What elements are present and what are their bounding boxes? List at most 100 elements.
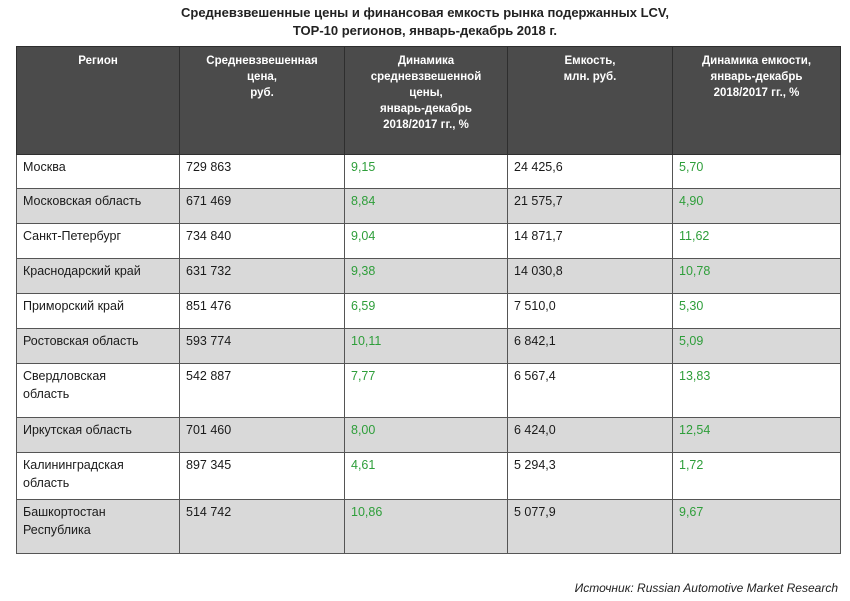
table-row: Свердловская область 542 887 7,77 6 567,4 13,… (16, 363, 841, 418)
header-line: Регион (78, 55, 118, 67)
cell-text: 9,67 (679, 505, 704, 519)
cell-capacity: 6 424,0 (507, 417, 673, 453)
cell-text: 14 871,7 (514, 229, 563, 243)
cell-text: Свердловская (23, 369, 107, 383)
header-line: средневзвешенной (370, 71, 482, 83)
cell-price-dynamics: 4,61 (344, 452, 508, 500)
cell-text: 10,11 (351, 334, 382, 348)
cell-text: Республика (23, 523, 91, 537)
cell-text: 8,84 (351, 194, 376, 208)
cell-text: 5,30 (679, 299, 704, 313)
data-table: Регион Средневзвешенная цена, руб. Динамика с… (16, 46, 841, 554)
table-row: Башкортостан Республика 514 742 10,86 5 077,… (16, 499, 841, 554)
cell-text: 671 469 (186, 194, 232, 208)
cell-text: 10,86 (351, 505, 383, 519)
cell-text: 7,77 (351, 369, 376, 383)
table-body: Москва 729 863 9,15 24 425,6 5,70 Московская … (16, 154, 841, 554)
cell-text: 729 863 (186, 160, 232, 174)
cell-price: 542 887 (179, 363, 345, 418)
cell-text: 9,38 (351, 264, 376, 278)
cell-text: область (23, 476, 70, 490)
cell-text: 24 425,6 (514, 160, 563, 174)
cell-text: 12,54 (679, 423, 711, 437)
cell-capacity: 21 575,7 (507, 188, 673, 224)
cell-text: 897 345 (186, 458, 232, 472)
cell-text: 734 840 (186, 229, 232, 243)
chart-title-line-1: Средневзвешенные цены и финансовая емкос… (181, 5, 669, 20)
header-region: Регион (16, 46, 180, 155)
cell-capacity-dynamics: 5,30 (672, 293, 841, 329)
table-header-row: Регион Средневзвешенная цена, руб. Динамика с… (16, 46, 841, 155)
cell-price: 593 774 (179, 328, 345, 364)
cell-price: 734 840 (179, 223, 345, 259)
cell-text: Калининградская (23, 458, 124, 472)
cell-price: 631 732 (179, 258, 345, 294)
cell-text: 21 575,7 (514, 194, 563, 208)
cell-price-dynamics: 9,04 (344, 223, 508, 259)
cell-text: 4,61 (351, 458, 376, 472)
table-row: Санкт-Петербург 734 840 9,04 14 871,7 11,62 (16, 223, 841, 259)
header-line: цена, (246, 71, 277, 83)
cell-region: Калининградская область (16, 452, 180, 500)
table-row: Калининградская область 897 345 4,61 5 294,3… (16, 452, 841, 500)
cell-text: 14 030,8 (514, 264, 563, 278)
cell-region: Краснодарский край (16, 258, 180, 294)
cell-capacity-dynamics: 11,62 (672, 223, 841, 259)
header-price-dynamics: Динамика средневзвешенной цены, январь-дека… (344, 46, 508, 155)
table-row: Приморский край 851 476 6,59 7 510,0 5,30 (16, 293, 841, 329)
cell-price-dynamics: 7,77 (344, 363, 508, 418)
header-line: 2018/2017 гг., % (713, 87, 800, 99)
cell-region: Башкортостан Республика (16, 499, 180, 554)
cell-text: 5 077,9 (514, 505, 556, 519)
cell-region: Иркутская область (16, 417, 180, 453)
header-capacity: Емкость, млн. руб. (507, 46, 673, 155)
cell-text: 6 567,4 (514, 369, 556, 383)
table-row: Краснодарский край 631 732 9,38 14 030,8 10,… (16, 258, 841, 294)
header-line: Емкость, (564, 55, 616, 67)
table-row: Москва 729 863 9,15 24 425,6 5,70 (16, 154, 841, 189)
cell-region: Московская область (16, 188, 180, 224)
cell-text: 8,00 (351, 423, 376, 437)
cell-capacity-dynamics: 10,78 (672, 258, 841, 294)
cell-text: Иркутская область (23, 423, 132, 437)
cell-text: 11,62 (679, 229, 710, 243)
header-line: цены, (409, 87, 443, 99)
cell-price: 729 863 (179, 154, 345, 189)
cell-region: Санкт-Петербург (16, 223, 180, 259)
cell-price-dynamics: 6,59 (344, 293, 508, 329)
cell-text: Приморский край (23, 299, 124, 313)
cell-price: 514 742 (179, 499, 345, 554)
cell-capacity-dynamics: 1,72 (672, 452, 841, 500)
header-capacity-dynamics: Динамика емкости, январь-декабрь 2018/2017… (672, 46, 841, 155)
cell-capacity-dynamics: 12,54 (672, 417, 841, 453)
cell-capacity-dynamics: 5,70 (672, 154, 841, 189)
cell-text: 6 424,0 (514, 423, 556, 437)
cell-capacity: 6 567,4 (507, 363, 673, 418)
cell-text: 9,15 (351, 160, 376, 174)
cell-price-dynamics: 8,00 (344, 417, 508, 453)
cell-capacity: 14 030,8 (507, 258, 673, 294)
cell-region: Приморский край (16, 293, 180, 329)
cell-text: Москва (23, 160, 66, 174)
header-line: Динамика (397, 55, 455, 67)
cell-capacity-dynamics: 5,09 (672, 328, 841, 364)
cell-price-dynamics: 9,38 (344, 258, 508, 294)
cell-region: Ростовская область (16, 328, 180, 364)
cell-text: 631 732 (186, 264, 232, 278)
cell-price: 897 345 (179, 452, 345, 500)
cell-text: 10,78 (679, 264, 711, 278)
cell-text: 13,83 (679, 369, 711, 383)
header-line: январь-декабрь (380, 103, 472, 115)
cell-price: 701 460 (179, 417, 345, 453)
cell-text: Московская область (23, 194, 142, 208)
header-line: Средневзвешенная (206, 55, 318, 67)
cell-price: 671 469 (179, 188, 345, 224)
chart-title-line-2: ТОР-10 регионов, январь-декабрь 2018 г. (292, 23, 558, 38)
cell-capacity-dynamics: 13,83 (672, 363, 841, 418)
table-row: Иркутская область 701 460 8,00 6 424,0 12,54 (16, 417, 841, 453)
cell-text: 6 842,1 (514, 334, 556, 348)
cell-capacity: 5 294,3 (507, 452, 673, 500)
cell-text: Башкортостан (23, 505, 106, 519)
cell-text: 5,09 (679, 334, 704, 348)
cell-text: 5,70 (679, 160, 704, 174)
